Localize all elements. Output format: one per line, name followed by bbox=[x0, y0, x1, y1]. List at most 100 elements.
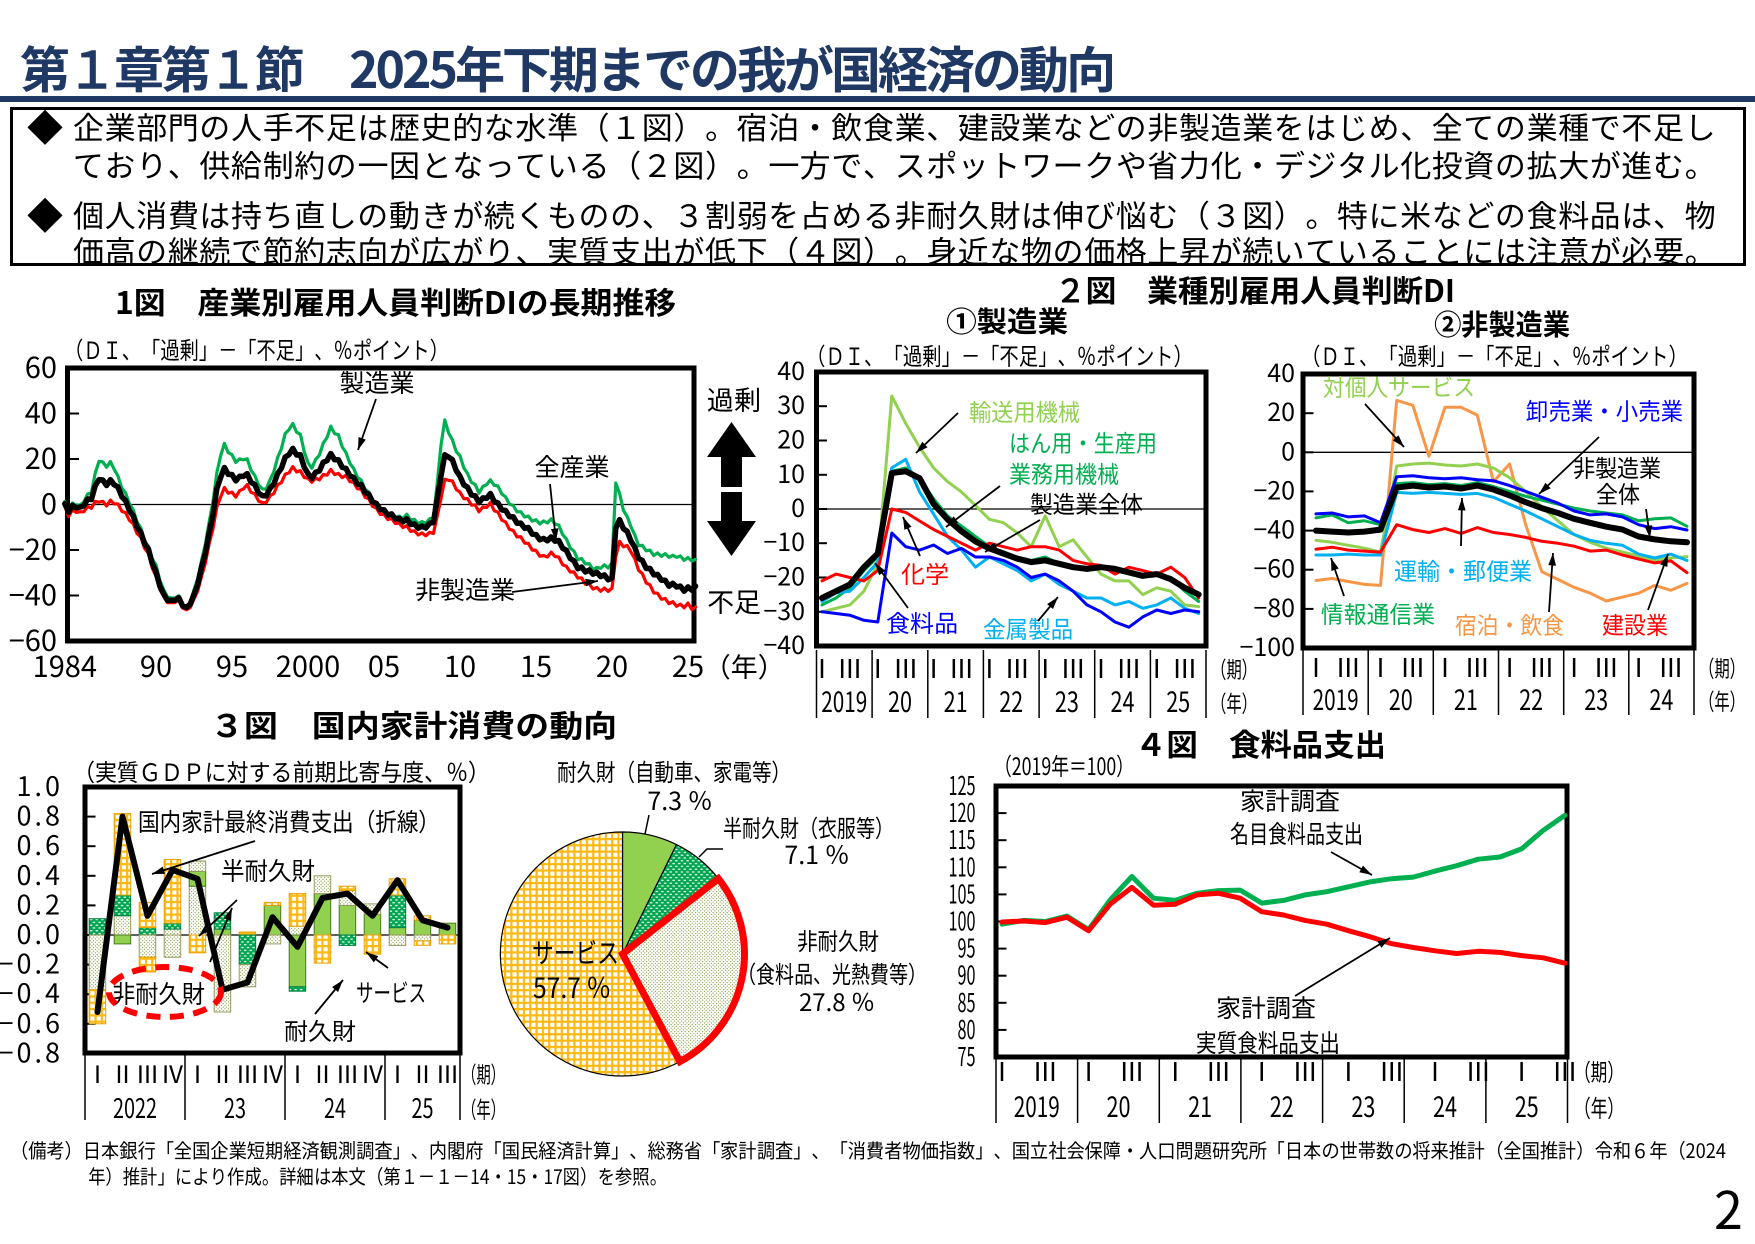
svg-text:Ⅰ: Ⅰ bbox=[989, 1052, 1015, 1089]
svg-text:10: 10 bbox=[777, 455, 805, 491]
svg-text:運輸・郵便業: 運輸・郵便業 bbox=[1394, 552, 1532, 587]
svg-text:57.7 ％: 57.7 ％ bbox=[533, 967, 611, 1007]
svg-text:卸売業・小売業: 卸売業・小売業 bbox=[1526, 392, 1683, 427]
svg-text:半耐久財: 半耐久財 bbox=[221, 852, 315, 888]
svg-text:−40: −40 bbox=[763, 626, 805, 662]
svg-text:0.2: 0.2 bbox=[17, 883, 63, 922]
svg-text:05: 05 bbox=[368, 644, 400, 686]
svg-text:2000: 2000 bbox=[276, 644, 340, 686]
svg-text:24: 24 bbox=[1111, 681, 1135, 721]
svg-text:国内家計最終消費支出（折線）: 国内家計最終消費支出（折線） bbox=[138, 803, 440, 839]
svg-text:（年）: （年） bbox=[462, 1091, 505, 1125]
svg-text:24: 24 bbox=[1649, 679, 1673, 719]
svg-text:３図 国内家計消費の動向: ３図 国内家計消費の動向 bbox=[210, 701, 617, 746]
svg-text:（期）: （期） bbox=[1574, 1053, 1624, 1088]
svg-text:Ⅲ: Ⅲ bbox=[1116, 649, 1142, 686]
svg-text:40: 40 bbox=[25, 391, 57, 433]
svg-text:②非製造業: ②非製造業 bbox=[1434, 302, 1570, 344]
svg-text:−20: −20 bbox=[1253, 471, 1295, 507]
svg-text:Ⅲ: Ⅲ bbox=[1552, 1052, 1578, 1089]
svg-text:（年）: （年） bbox=[704, 646, 785, 685]
svg-text:（年）: （年） bbox=[1574, 1089, 1624, 1124]
svg-text:0: 0 bbox=[791, 489, 805, 525]
svg-text:120: 120 bbox=[949, 793, 976, 830]
svg-text:7.3 ％: 7.3 ％ bbox=[647, 782, 712, 818]
svg-text:Ⅲ: Ⅲ bbox=[1205, 1052, 1231, 1089]
svg-text:年）推計」により作成。詳細は本文（第１－１－14・15・17: 年）推計」により作成。詳細は本文（第１－１－14・15・17図）を参照。 bbox=[88, 1161, 667, 1190]
svg-text:−0.4: −0.4 bbox=[0, 972, 63, 1011]
svg-text:0: 0 bbox=[1281, 432, 1295, 468]
svg-text:化学: 化学 bbox=[901, 555, 949, 590]
svg-text:Ⅰ: Ⅰ bbox=[186, 1055, 210, 1090]
svg-text:2019: 2019 bbox=[1014, 1086, 1060, 1126]
svg-text:Ⅲ: Ⅲ bbox=[948, 649, 974, 686]
svg-text:23: 23 bbox=[1351, 1086, 1375, 1126]
svg-text:Ⅲ: Ⅲ bbox=[837, 649, 863, 686]
svg-text:Ⅰ: Ⅰ bbox=[1422, 1052, 1448, 1089]
svg-text:Ⅲ: Ⅲ bbox=[136, 1055, 160, 1090]
svg-text:建設業: 建設業 bbox=[1602, 606, 1668, 641]
svg-text:20: 20 bbox=[25, 436, 57, 478]
svg-text:0.0: 0.0 bbox=[17, 913, 63, 952]
svg-text:95: 95 bbox=[958, 929, 976, 966]
svg-text:125: 125 bbox=[949, 766, 976, 803]
svg-text:−0.2: −0.2 bbox=[0, 943, 63, 982]
svg-text:金属製品: 金属製品 bbox=[983, 610, 1073, 645]
svg-text:75: 75 bbox=[958, 1037, 976, 1074]
svg-text:食料品: 食料品 bbox=[886, 604, 958, 639]
svg-text:25: 25 bbox=[672, 644, 704, 686]
svg-text:Ⅳ: Ⅳ bbox=[161, 1055, 185, 1090]
svg-text:Ⅲ: Ⅲ bbox=[1465, 1052, 1491, 1089]
svg-text:20: 20 bbox=[1267, 393, 1295, 429]
svg-text:Ⅲ: Ⅲ bbox=[1032, 1052, 1058, 1089]
svg-text:90: 90 bbox=[958, 956, 976, 993]
svg-text:Ⅲ: Ⅲ bbox=[1172, 649, 1198, 686]
svg-text:Ⅰ: Ⅰ bbox=[1162, 1052, 1188, 1089]
svg-text:115: 115 bbox=[949, 820, 976, 857]
svg-text:30: 30 bbox=[777, 386, 805, 422]
svg-text:２図 業種別雇用人員判断DI: ２図 業種別雇用人員判断DI bbox=[1055, 266, 1455, 311]
svg-text:業務用機械: 業務用機械 bbox=[1009, 455, 1119, 490]
svg-text:（期）: （期） bbox=[1211, 651, 1257, 685]
svg-text:非耐久財: 非耐久財 bbox=[112, 975, 205, 1011]
svg-text:Ⅰ: Ⅰ bbox=[976, 649, 1002, 686]
svg-text:名目食料品支出: 名目食料品支出 bbox=[1230, 815, 1363, 851]
svg-text:27.8 ％: 27.8 ％ bbox=[799, 983, 875, 1018]
svg-text:−20: −20 bbox=[763, 558, 805, 594]
svg-text:23: 23 bbox=[1055, 681, 1079, 721]
svg-text:0.6: 0.6 bbox=[17, 824, 63, 863]
svg-text:10: 10 bbox=[444, 644, 476, 686]
svg-text:全産業: 全産業 bbox=[534, 448, 609, 484]
svg-text:耐久財（自動車、家電等）: 耐久財（自動車、家電等） bbox=[557, 753, 791, 788]
svg-text:Ⅱ: Ⅱ bbox=[111, 1055, 135, 1090]
svg-text:Ⅰ: Ⅰ bbox=[1335, 1052, 1361, 1089]
svg-text:−0.6: −0.6 bbox=[0, 1002, 63, 1041]
svg-text:110: 110 bbox=[949, 847, 976, 884]
svg-text:Ⅲ: Ⅲ bbox=[1060, 649, 1086, 686]
svg-text:20: 20 bbox=[888, 681, 912, 721]
svg-text:25: 25 bbox=[1166, 681, 1190, 721]
svg-text:−40: −40 bbox=[1253, 511, 1295, 547]
svg-text:Ⅲ: Ⅲ bbox=[1400, 648, 1426, 685]
svg-text:Ⅰ: Ⅰ bbox=[1497, 648, 1523, 685]
svg-text:−80: −80 bbox=[1253, 589, 1295, 625]
svg-text:（備考）日本銀行「全国企業短期経済観測調査」、内閣府「国民経: （備考）日本銀行「全国企業短期経済観測調査」、内閣府「国民経済計算」、総務省「家… bbox=[10, 1135, 1726, 1164]
svg-text:2019: 2019 bbox=[821, 681, 867, 721]
svg-text:（ＤＩ、「過剰」－「不足」、％ポイント）: （ＤＩ、「過剰」－「不足」、％ポイント） bbox=[806, 337, 1193, 372]
svg-text:製造業全体: 製造業全体 bbox=[1030, 485, 1143, 520]
svg-text:Ⅲ: Ⅲ bbox=[1593, 648, 1619, 685]
svg-text:20: 20 bbox=[777, 421, 805, 457]
svg-text:Ⅲ: Ⅲ bbox=[1335, 648, 1361, 685]
svg-text:サービス: サービス bbox=[532, 932, 619, 972]
svg-text:製造業: 製造業 bbox=[339, 364, 414, 400]
svg-text:Ⅲ: Ⅲ bbox=[1464, 648, 1490, 685]
svg-text:家計調査: 家計調査 bbox=[1240, 782, 1340, 818]
svg-text:非製造業: 非製造業 bbox=[1573, 449, 1661, 484]
svg-text:Ⅰ: Ⅰ bbox=[386, 1055, 410, 1090]
svg-text:４図 食料品支出: ４図 食料品支出 bbox=[1135, 720, 1386, 765]
svg-text:21: 21 bbox=[1188, 1086, 1212, 1126]
svg-text:24: 24 bbox=[324, 1087, 346, 1126]
svg-text:Ⅰ: Ⅰ bbox=[865, 649, 891, 686]
svg-text:Ⅲ: Ⅲ bbox=[336, 1055, 360, 1090]
svg-text:25: 25 bbox=[1515, 1086, 1539, 1126]
